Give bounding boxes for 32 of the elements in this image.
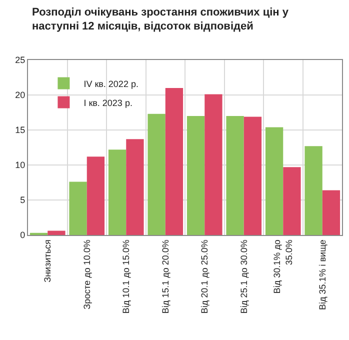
bar <box>322 190 340 235</box>
x-tick-label: Від 20.1 до 25.0% <box>200 240 210 314</box>
bar <box>244 116 262 235</box>
bar <box>148 114 166 235</box>
bar <box>283 167 301 235</box>
bar <box>48 230 66 235</box>
legend-label: I кв. 2023 р. <box>84 98 132 108</box>
x-tick-label: Знизиться <box>42 239 53 282</box>
bar <box>69 182 87 235</box>
x-tick-label: Від 10.1 до 15.0% <box>121 240 132 314</box>
x-tick-label: Від 25.1 до 30.0% <box>238 240 249 314</box>
bar <box>204 94 222 235</box>
y-tick-label: 20 <box>15 90 26 100</box>
bar <box>126 139 144 235</box>
y-tick-label: 25 <box>15 55 26 66</box>
bar <box>186 116 205 235</box>
bar <box>265 127 284 235</box>
bar <box>226 116 244 235</box>
y-tick-label: 0 <box>20 230 26 240</box>
bar <box>86 156 105 235</box>
x-tick-label: Від 15.1 до 20.0% <box>160 240 170 314</box>
chart-title: Розподіл очікувань зростання споживчих цін у наступні 12 місяців, відсоток відповідей <box>32 6 290 33</box>
x-tick-label: Зросте до 10.0% <box>82 240 92 310</box>
legend-label: IV кв. 2022 р. <box>84 78 138 89</box>
bar <box>108 150 126 235</box>
y-tick-label: 15 <box>15 125 26 136</box>
y-tick-label: 5 <box>20 195 26 206</box>
y-tick-label: 10 <box>15 160 26 170</box>
x-tick-label: Від 30.1% до 35.0% <box>272 240 294 294</box>
bar <box>304 146 322 235</box>
x-tick-label: Від 35.1% і вище <box>317 240 328 310</box>
bar <box>165 88 184 235</box>
